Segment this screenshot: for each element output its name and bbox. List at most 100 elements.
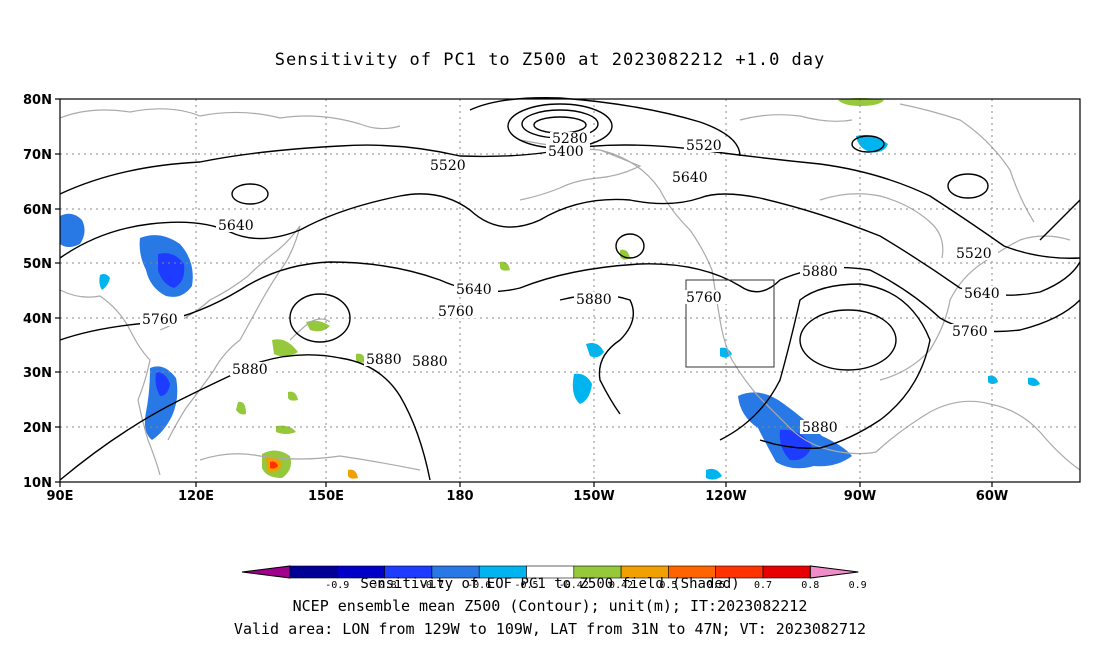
contour-5760 bbox=[59, 261, 1081, 341]
contour-5640 bbox=[59, 193, 1081, 296]
colorbar-tick-label: -0.5 bbox=[514, 580, 538, 591]
lat-label: 20N bbox=[23, 421, 52, 436]
coast-korea-japan bbox=[159, 225, 301, 341]
coast-alaska bbox=[519, 149, 642, 201]
lat-label: 60N bbox=[23, 203, 52, 218]
contour-high-japan bbox=[289, 293, 351, 343]
contour-label: 5640 bbox=[964, 286, 1000, 302]
contour-label: 5880 bbox=[576, 292, 612, 308]
contour-low-hudson bbox=[947, 173, 989, 199]
contour-label: 5280 bbox=[552, 131, 588, 147]
colorbar-tick-label: 0.8 bbox=[801, 580, 819, 591]
coast-hudson-bay bbox=[819, 193, 944, 259]
colorbar-box bbox=[289, 565, 338, 579]
sensitivity-map: 5280 5400 5520 5520 5520 5640 5640 5640 … bbox=[23, 93, 1081, 504]
footer-line-1: NCEP ensemble mean Z500 (Contour); unit(… bbox=[292, 597, 808, 615]
coast-greenland bbox=[899, 103, 1035, 223]
colorbar-tick-label: -0.42 bbox=[559, 580, 589, 591]
contour-5460 bbox=[469, 97, 741, 157]
coast-canadian-arctic bbox=[739, 114, 853, 122]
shade-patch bbox=[838, 98, 884, 106]
footer-line-2: Valid area: LON from 129W to 109W, LAT f… bbox=[233, 620, 867, 638]
shade-patch bbox=[60, 213, 85, 247]
colorbar-caption: Sensitivity of EOF PC1 to Z500 field (Sh… bbox=[360, 576, 739, 592]
coast-east-asia bbox=[59, 289, 161, 476]
colorbar-tick-label: 0.6 bbox=[707, 580, 725, 591]
colorbar-tick-label: -0.7 bbox=[420, 580, 444, 591]
contour-5940-high bbox=[799, 309, 897, 371]
lon-label: 90W bbox=[844, 489, 876, 504]
shade-patch bbox=[586, 343, 604, 358]
lat-labels: 80N 70N 60N 50N 40N 30N 20N 10N bbox=[23, 93, 52, 491]
colorbar-tick-label: -0.8 bbox=[373, 580, 397, 591]
plot-frame bbox=[59, 98, 1081, 483]
shade-patch bbox=[270, 461, 278, 469]
shade-patch bbox=[158, 253, 185, 288]
lat-label: 80N bbox=[23, 93, 52, 108]
shaded-sensitivity-layer bbox=[60, 98, 1040, 480]
map-title: Sensitivity of PC1 to Z500 at 2023082212… bbox=[274, 50, 826, 70]
shade-patch bbox=[288, 391, 298, 401]
shade-patch bbox=[572, 373, 592, 404]
valid-area-box bbox=[685, 279, 775, 368]
contour-label: 5520 bbox=[686, 138, 722, 154]
contour-label: 5760 bbox=[142, 312, 178, 328]
coast-siberia bbox=[59, 108, 401, 130]
contour-labels: 5280 5400 5520 5520 5520 5640 5640 5640 … bbox=[140, 131, 1006, 436]
lon-label: 60W bbox=[976, 489, 1008, 504]
lat-label: 50N bbox=[23, 257, 52, 272]
lon-label: 120W bbox=[705, 489, 746, 504]
contour-5880-west bbox=[59, 354, 431, 481]
colorbar-left-extension bbox=[241, 565, 291, 579]
contour-5880-east bbox=[719, 283, 931, 450]
shade-patch bbox=[236, 401, 246, 415]
lat-label: 30N bbox=[23, 366, 52, 381]
plot-background bbox=[60, 99, 1080, 482]
colorbar-right-extension bbox=[809, 565, 859, 579]
lat-label: 70N bbox=[23, 148, 52, 163]
contour-label: 5880 bbox=[802, 420, 838, 436]
shade-patch bbox=[988, 375, 1040, 386]
shade-patch bbox=[779, 429, 812, 461]
coastlines bbox=[59, 103, 1081, 476]
shade-patch bbox=[276, 425, 296, 434]
colorbar: -0.9 -0.8 -0.7 -0.6 -0.5 -0.42 0.42 0.5 0.6 0.7 0.… bbox=[241, 565, 867, 592]
contour-low-baffin bbox=[851, 135, 885, 153]
lon-label: 180 bbox=[446, 489, 473, 504]
contour-label: 5520 bbox=[956, 246, 992, 262]
contour-low-siberia bbox=[231, 183, 269, 205]
lon-labels: 90E 120E 150E 180 150W 120W 90W 60W bbox=[47, 489, 1009, 504]
coast-indonesia bbox=[199, 453, 421, 471]
contour-label: 5880 bbox=[802, 264, 838, 280]
shade-patch bbox=[738, 392, 852, 469]
lat-label: 40N bbox=[23, 312, 52, 327]
contour-east-edge bbox=[1039, 199, 1081, 241]
colorbar-tick-label: 0.42 bbox=[609, 580, 633, 591]
contour-label: 5640 bbox=[456, 282, 492, 298]
colorbar-tick-labels: -0.9 -0.8 -0.7 -0.6 -0.5 -0.42 0.42 0.5 0.6 0.7 0.… bbox=[325, 580, 866, 591]
shade-patch bbox=[348, 469, 358, 479]
contour-label: 5640 bbox=[218, 218, 254, 234]
colorbar-boxes bbox=[241, 565, 859, 579]
colorbar-tick-label: 0.7 bbox=[754, 580, 772, 591]
contour-label: 5400 bbox=[548, 144, 584, 160]
contour-label: 5760 bbox=[686, 290, 722, 306]
shade-patch bbox=[155, 372, 170, 396]
contour-label: 5760 bbox=[952, 324, 988, 340]
shade-patch bbox=[99, 274, 110, 290]
colorbar-tick-label: 0.5 bbox=[659, 580, 677, 591]
contour-label: 5880 bbox=[412, 354, 448, 370]
contour-low-pacific bbox=[615, 233, 645, 259]
shade-patch bbox=[306, 320, 330, 332]
contour-label: 5760 bbox=[438, 304, 474, 320]
colorbar-tick-label: -0.9 bbox=[325, 580, 349, 591]
contour-label: 5880 bbox=[366, 352, 402, 368]
colorbar-tick-label: 0.9 bbox=[849, 580, 867, 591]
lon-label: 120E bbox=[178, 489, 214, 504]
contour-label: 5640 bbox=[672, 170, 708, 186]
lon-label: 90E bbox=[47, 489, 74, 504]
lon-label: 150E bbox=[308, 489, 344, 504]
contour-label: 5520 bbox=[430, 158, 466, 174]
colorbar-box bbox=[762, 565, 811, 579]
coast-japan-south bbox=[289, 318, 331, 341]
